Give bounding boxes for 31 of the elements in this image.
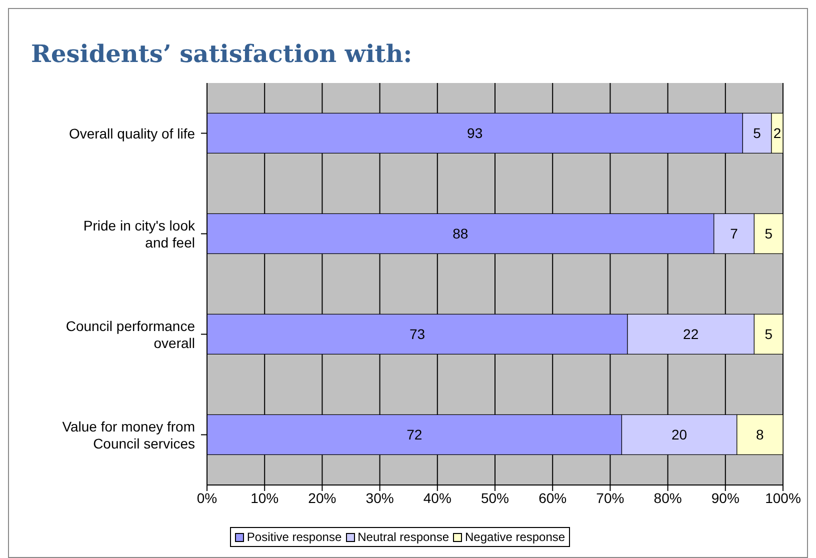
y-tick-label: Value for money from Council services [62,418,195,452]
legend-label: Neutral response [356,530,450,544]
x-tick-label: 50% [480,490,510,506]
data-label: 20 [672,426,688,443]
x-tick-label: 80% [654,490,682,506]
data-label: 5 [764,326,773,342]
data-label: 8 [756,426,764,443]
y-tick-label: Overall quality of life [68,125,196,142]
data-label: 22 [683,326,699,342]
x-tick-label: 90% [711,490,740,506]
data-label: 5 [764,226,773,242]
data-label: 93 [467,125,483,142]
y-tick-label: Pride in city's look and feel [83,217,196,250]
x-tick-label: 20% [308,490,336,506]
y-tick-label: Council performance overall [66,318,196,351]
x-tick-label: 60% [538,490,567,506]
data-label: 5 [753,125,762,142]
data-label: 2 [773,125,782,142]
legend-label: Negative response [464,530,566,544]
data-label: 73 [409,326,426,342]
x-tick-label: 0% [196,490,218,506]
x-tick-label: 10% [250,490,279,506]
legend-label: Positive response [246,530,342,544]
data-label: 7 [730,226,738,242]
x-tick-label: 70% [596,490,624,506]
data-label: 72 [406,426,422,443]
chart-title: Residents’ satisfaction with: [31,39,412,68]
x-tick-label: 30% [366,490,394,506]
x-tick-label: 40% [423,490,452,506]
data-label: 88 [452,226,468,242]
x-tick-label: 100% [765,490,801,506]
